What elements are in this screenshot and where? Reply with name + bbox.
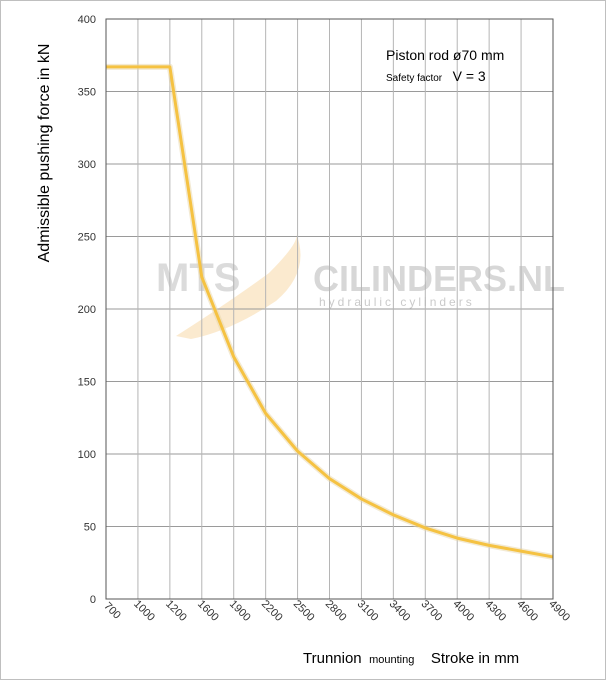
y-tick-label: 0 bbox=[90, 594, 96, 606]
watermark-cilinders-text: CILINDERS.NL bbox=[313, 258, 565, 299]
x-tick-label: 1600 bbox=[195, 598, 221, 624]
annotation-safety-factor: Safety factor V = 3 bbox=[386, 68, 486, 85]
y-tick-label: 300 bbox=[78, 159, 96, 171]
y-tick-label: 400 bbox=[78, 14, 96, 26]
x-axis-label-stroke: Stroke in mm bbox=[431, 650, 519, 667]
x-tick-label: 4600 bbox=[514, 598, 540, 624]
x-tick-label: 1900 bbox=[227, 598, 253, 624]
y-axis-label: Admissible pushing force in kN bbox=[36, 44, 53, 263]
x-axis-ticks: 700 1000 1200 1600 1900 2200 2500 2800 3100 3400 3… bbox=[101, 598, 572, 624]
x-tick-label: 4300 bbox=[482, 598, 508, 624]
x-tick-label: 700 bbox=[101, 600, 122, 621]
series-line bbox=[106, 65, 554, 559]
x-tick-label: 3400 bbox=[387, 598, 413, 624]
x-tick-label: 4900 bbox=[546, 598, 572, 624]
x-tick-label: 2800 bbox=[323, 598, 349, 624]
plot-area-border bbox=[105, 18, 554, 600]
series-group bbox=[106, 63, 554, 560]
x-tick-label: 4000 bbox=[450, 598, 476, 624]
x-tick-label: 1000 bbox=[131, 598, 157, 624]
x-axis-label: Trunnion mounting Stroke in mm bbox=[303, 650, 519, 667]
y-axis-ticks: 0 50 100 150 200 250 300 350 400 bbox=[78, 14, 96, 606]
x-tick-label: 3100 bbox=[355, 598, 381, 624]
annotation-piston-rod: Piston rod ø70 mm bbox=[386, 47, 504, 63]
x-tick-label: 3700 bbox=[419, 598, 445, 624]
y-tick-label: 350 bbox=[78, 87, 96, 99]
annotation-safety-value: V = 3 bbox=[453, 68, 486, 84]
watermark-swoosh-icon bbox=[176, 233, 301, 339]
y-tick-label: 100 bbox=[78, 449, 96, 461]
annotation-safety-label: Safety factor bbox=[386, 73, 443, 84]
y-tick-label: 250 bbox=[78, 232, 96, 244]
x-tick-label: 2500 bbox=[291, 598, 317, 624]
x-axis-label-mounting: mounting bbox=[369, 654, 414, 666]
y-tick-label: 200 bbox=[78, 304, 96, 316]
y-tick-label: 50 bbox=[84, 522, 96, 534]
x-tick-label: 2200 bbox=[259, 598, 285, 624]
watermark-subtitle-text: hydraulic cylinders bbox=[319, 295, 475, 309]
x-tick-label: 1200 bbox=[163, 598, 189, 624]
x-axis-label-trunnion: Trunnion bbox=[303, 650, 362, 667]
y-tick-label: 150 bbox=[78, 377, 96, 389]
